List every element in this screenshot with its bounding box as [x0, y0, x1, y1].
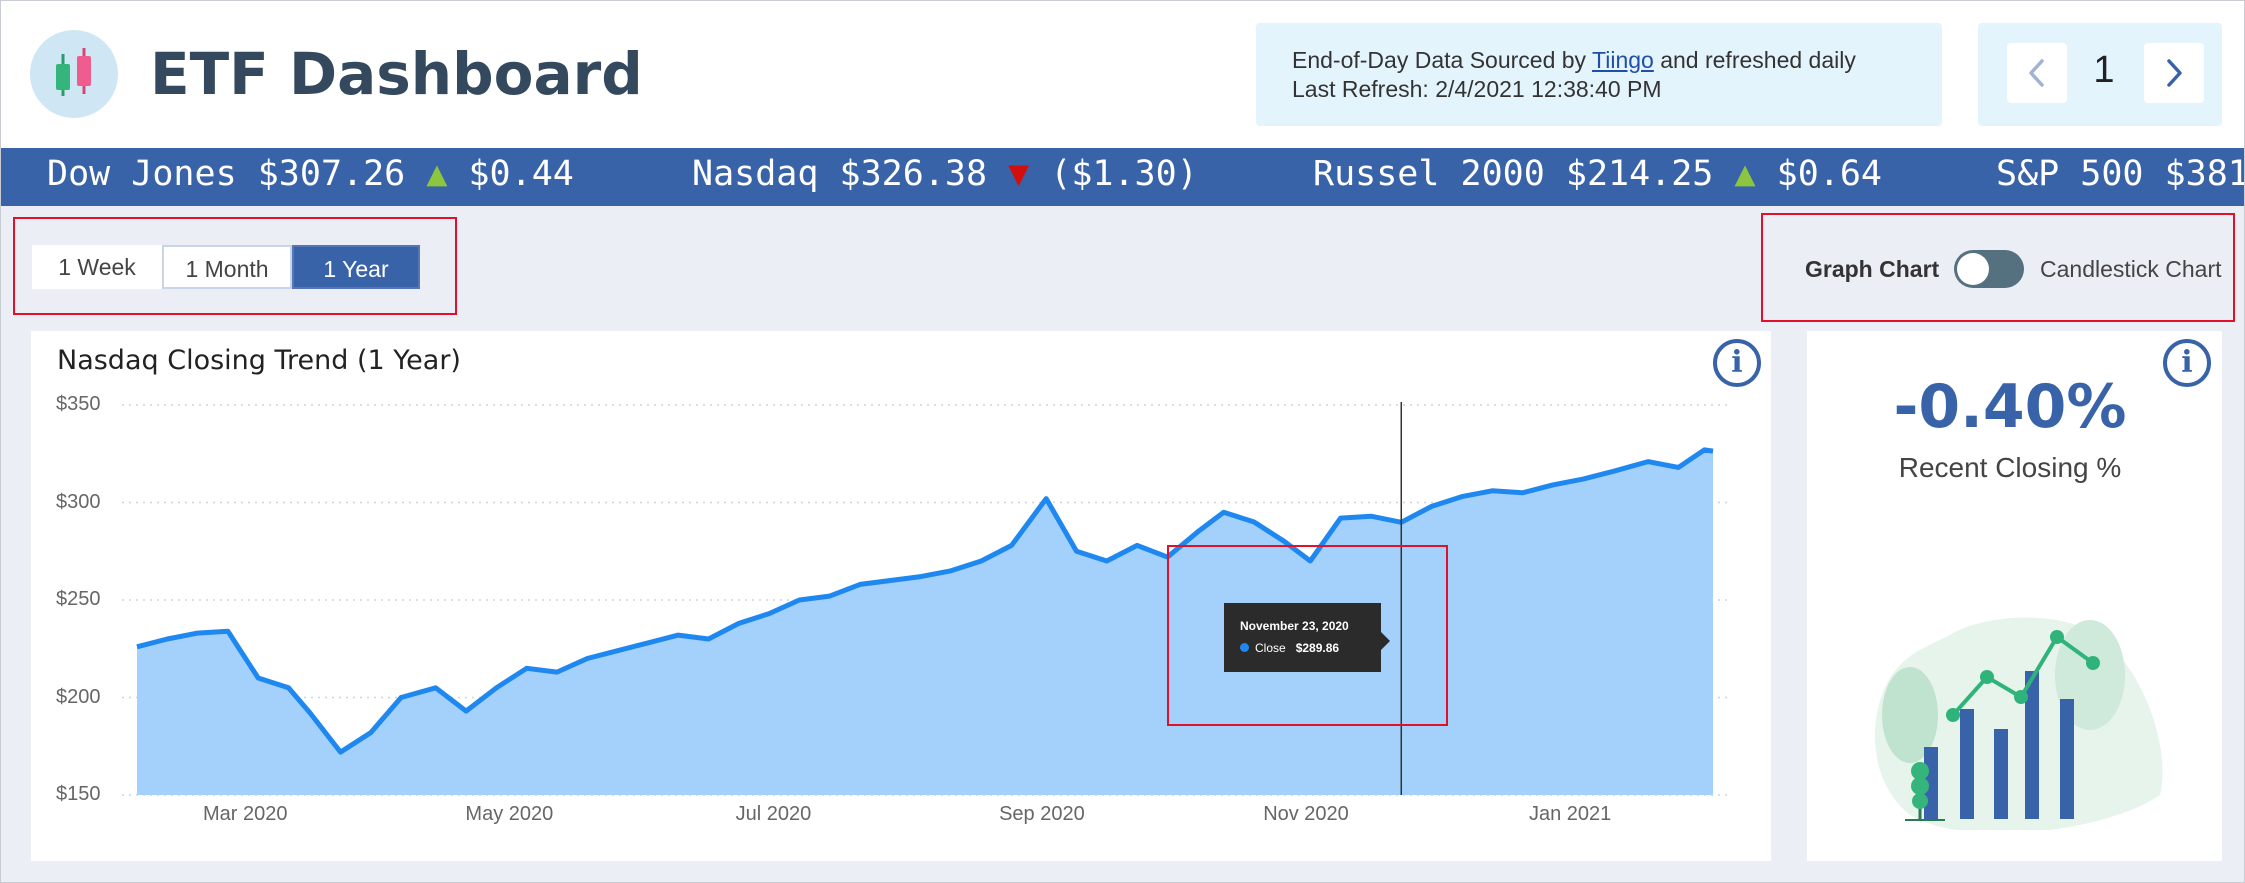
tooltip-pointer	[1381, 632, 1390, 650]
x-tick-label: Jul 2020	[735, 803, 812, 825]
page-number: 1	[2093, 49, 2115, 91]
kpi-info-icon[interactable]: i	[2163, 339, 2211, 387]
growth-illustration-icon	[1875, 617, 2163, 830]
refresh-note: and refreshed daily	[1660, 47, 1856, 73]
y-tick-label: $250	[56, 588, 101, 610]
ticker-change: ($1.30)	[1050, 154, 1198, 194]
data-source-info: End-of-Day Data Sourced by Tiingo and re…	[1256, 23, 1942, 126]
toggle-highlight-box	[1761, 213, 2235, 322]
range-highlight-box	[13, 217, 457, 315]
ticker-item-sp-500: S&P 500 $381	[1996, 154, 2245, 194]
tooltip-series: Close	[1255, 641, 1286, 655]
chart-tooltip: November 23, 2020 Close $289.86	[1224, 603, 1390, 672]
ticker-price: $307.26	[257, 154, 406, 194]
tooltip-date: November 23, 2020	[1240, 619, 1349, 633]
chart-card	[31, 331, 1771, 861]
up-arrow-icon: ▲	[1734, 154, 1756, 194]
x-tick-label: Sep 2020	[999, 803, 1085, 825]
tiingo-link[interactable]: Tiingo	[1592, 47, 1654, 73]
chart-info-icon[interactable]: i	[1713, 339, 1761, 387]
last-refresh-label: Last Refresh:	[1292, 76, 1429, 102]
chart-title: Nasdaq Closing Trend (1 Year)	[57, 345, 461, 376]
range-1-year-button[interactable]: 1 Year	[292, 245, 420, 289]
data-source-text: End-of-Day Data Sourced by	[1292, 47, 1587, 73]
ticker-item-dow-jones: Dow Jones $307.26 ▲ $0.44	[47, 154, 574, 194]
market-ticker: Dow Jones $307.26 ▲ $0.44 Nasdaq $326.38…	[0, 148, 2245, 206]
x-tick-label: Jan 2021	[1528, 803, 1612, 825]
page-navigator: 1	[1978, 23, 2222, 126]
ticker-item-nasdaq: Nasdaq $326.38 ▼ ($1.30)	[692, 154, 1198, 194]
tooltip-value: $289.86	[1295, 641, 1340, 655]
ticker-name: Dow Jones	[47, 154, 237, 194]
next-page-button[interactable]	[2144, 43, 2204, 103]
toggle-knob	[1957, 253, 1989, 285]
y-tick-label: $350	[56, 393, 101, 415]
up-arrow-icon: ▲	[426, 154, 448, 194]
chevron-right-icon	[2167, 59, 2182, 87]
x-tick-label: Nov 2020	[1263, 803, 1349, 825]
y-tick-label: $200	[56, 685, 101, 708]
x-tick-label: May 2020	[465, 803, 554, 825]
chevron-left-icon	[2029, 59, 2044, 87]
range-1-week-button[interactable]: 1 Week	[32, 245, 162, 289]
ticker-price: $326.38	[839, 154, 988, 194]
x-tick-label: Mar 2020	[202, 803, 288, 825]
header: ETF Dashboard End-of-Day Data Sourced by…	[0, 0, 2245, 148]
last-refresh-value: 2/4/2021 12:38:40 PM	[1435, 76, 1662, 102]
range-1-month-button[interactable]: 1 Month	[162, 245, 292, 289]
y-tick-label: $300	[56, 490, 101, 513]
series-dot-icon	[1240, 643, 1249, 652]
tooltip-highlight-box	[1167, 545, 1448, 726]
ticker-name: Russel 2000	[1313, 154, 1545, 194]
ticker-change: $0.64	[1776, 154, 1882, 194]
down-arrow-icon: ▼	[1008, 154, 1030, 194]
kpi-label: Recent Closing %	[1898, 452, 2122, 483]
graph-chart-label: Graph Chart	[1805, 256, 1940, 282]
candlestick-logo-icon	[30, 30, 118, 118]
previous-page-button[interactable]	[2007, 43, 2067, 103]
ticker-price: $214.25	[1565, 154, 1714, 194]
ticker-name: Nasdaq	[692, 154, 819, 194]
chart-type-toggle[interactable]	[1954, 250, 2024, 288]
ticker-price: $381	[2164, 154, 2245, 194]
ticker-change: $0.44	[468, 154, 574, 194]
page-title: ETF Dashboard	[150, 40, 643, 108]
y-tick-label: $150	[56, 783, 101, 805]
candlestick-chart-label: Candlestick Chart	[2040, 256, 2222, 282]
ticker-item-russel-2000: Russel 2000 $214.25 ▲ $0.64	[1313, 154, 1882, 194]
ticker-name: S&P 500	[1996, 154, 2144, 194]
kpi-value: -0.40%	[1893, 372, 2127, 442]
